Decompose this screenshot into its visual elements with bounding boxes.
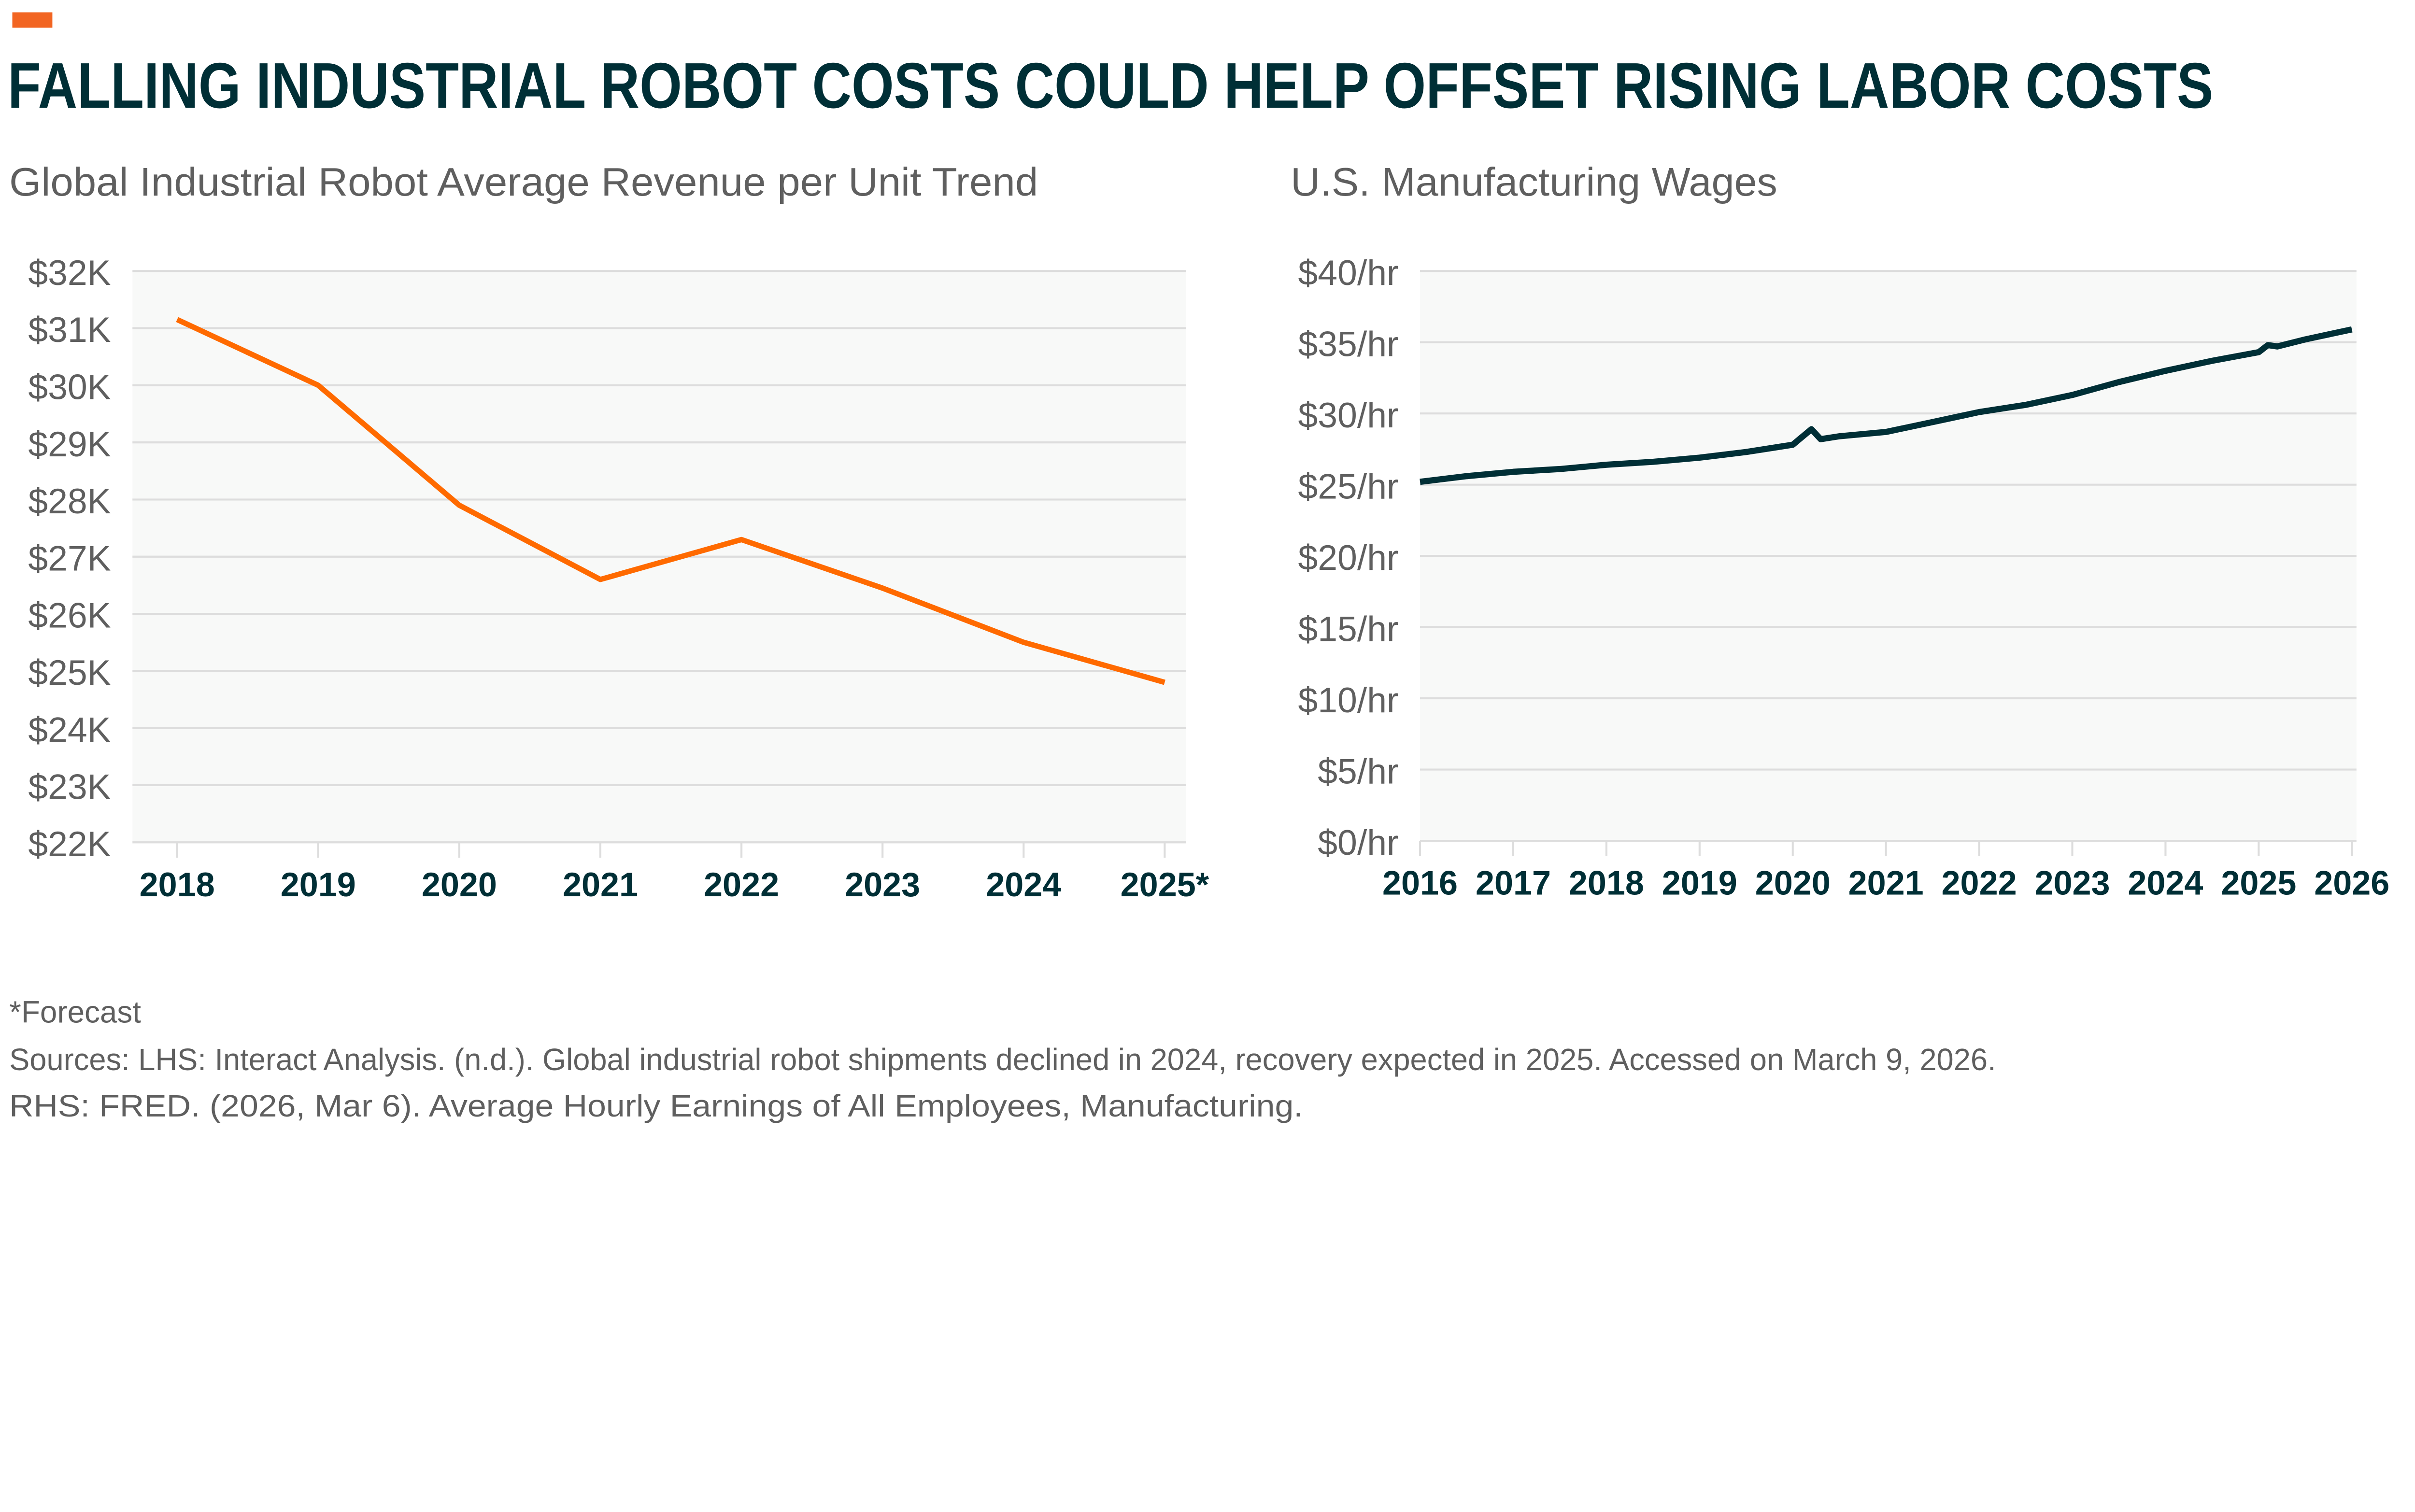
robot-revenue-chart: Global Industrial Robot Average Revenue … bbox=[9, 159, 1209, 904]
y-tick-label: $23K bbox=[28, 767, 111, 807]
y-tick-label: $31K bbox=[28, 310, 111, 350]
accent-bar bbox=[12, 12, 53, 28]
y-tick-label: $24K bbox=[28, 710, 111, 749]
x-tick-label: 2023 bbox=[2034, 864, 2110, 902]
y-tick-label: $40/hr bbox=[1298, 253, 1398, 293]
y-tick-label: $20/hr bbox=[1298, 538, 1398, 578]
x-tick-label: 2021 bbox=[1848, 864, 1924, 902]
footnote-source-lhs: Sources: LHS: Interact Analysis. (n.d.).… bbox=[9, 1042, 1996, 1077]
footnote-forecast: *Forecast bbox=[9, 994, 141, 1029]
x-tick-label: 2022 bbox=[704, 865, 779, 904]
y-tick-label: $0/hr bbox=[1318, 823, 1398, 862]
x-tick-label: 2018 bbox=[1569, 864, 1644, 902]
y-tick-label: $5/hr bbox=[1318, 751, 1398, 791]
y-tick-label: $30K bbox=[28, 367, 111, 407]
footnote-source-rhs: RHS: FRED. (2026, Mar 6). Average Hourly… bbox=[9, 1088, 1303, 1123]
infographic: FALLING INDUSTRIAL ROBOT COSTS COULD HEL… bbox=[8, 12, 2389, 1123]
x-tick-label: 2023 bbox=[845, 865, 920, 904]
y-tick-label: $26K bbox=[28, 596, 111, 636]
x-tick-label: 2018 bbox=[140, 865, 215, 904]
x-tick-label: 2026 bbox=[2314, 864, 2389, 902]
y-tick-label: $25/hr bbox=[1298, 466, 1398, 506]
y-tick-label: $10/hr bbox=[1298, 680, 1398, 720]
chart-title: Global Industrial Robot Average Revenue … bbox=[9, 159, 1038, 204]
y-tick-label: $29K bbox=[28, 424, 111, 464]
x-tick-label: 2020 bbox=[422, 865, 497, 904]
x-tick-label: 2019 bbox=[1662, 864, 1737, 902]
x-tick-label: 2024 bbox=[2128, 864, 2203, 902]
y-tick-label: $30/hr bbox=[1298, 396, 1398, 435]
x-tick-label: 2025 bbox=[2221, 864, 2296, 902]
y-tick-label: $22K bbox=[28, 824, 111, 864]
series-line bbox=[1420, 326, 2353, 485]
y-tick-label: $28K bbox=[28, 481, 111, 521]
y-tick-label: $15/hr bbox=[1298, 609, 1398, 649]
manufacturing-wages-chart: U.S. Manufacturing Wages $0/hr $5/hr $10/h… bbox=[1291, 159, 2389, 902]
x-tick-label: 2021 bbox=[563, 865, 638, 904]
x-tick-label: 2024 bbox=[986, 865, 1061, 904]
x-tick-label: 2017 bbox=[1476, 864, 1551, 902]
x-tick-label: 2025* bbox=[1121, 865, 1209, 904]
y-tick-label: $27K bbox=[28, 538, 111, 578]
series-line bbox=[176, 317, 1165, 685]
x-tick-label: 2020 bbox=[1755, 864, 1831, 902]
page-title: FALLING INDUSTRIAL ROBOT COSTS COULD HEL… bbox=[8, 50, 2213, 122]
y-tick-label: $25K bbox=[28, 653, 111, 692]
x-tick-label: 2016 bbox=[1382, 864, 1458, 902]
x-tick-label: 2022 bbox=[1942, 864, 2017, 902]
y-tick-label: $35/hr bbox=[1298, 324, 1398, 364]
y-tick-label: $32K bbox=[28, 253, 111, 293]
x-tick-label: 2019 bbox=[281, 865, 356, 904]
chart-title: U.S. Manufacturing Wages bbox=[1291, 159, 1777, 204]
